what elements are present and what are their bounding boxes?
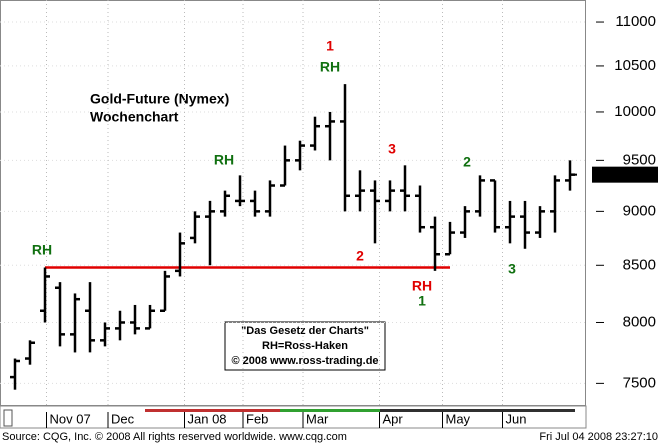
- timestamp: Fri Jul 04 2008 23:27:10: [539, 431, 658, 443]
- scroll-handle[interactable]: [3, 409, 13, 427]
- last-price-box: [592, 166, 658, 183]
- axis-band: [280, 409, 380, 412]
- annotation: 1: [418, 293, 426, 309]
- annotation: RH: [214, 152, 234, 168]
- annotation: RH: [412, 278, 432, 294]
- annotation: RH: [32, 242, 52, 258]
- x-tick-label: Mar: [306, 411, 329, 426]
- x-tick-label: Feb: [246, 411, 268, 426]
- axis-band: [380, 409, 575, 412]
- y-tick-label: 8500: [623, 256, 656, 273]
- annotation: 2: [463, 154, 471, 170]
- source: Source: CQG, Inc. © 2008 All rights rese…: [2, 431, 347, 443]
- x-tick-label: Jan 08: [188, 411, 227, 426]
- x-tick-label: Jun: [506, 411, 527, 426]
- y-tick-label: 8000: [623, 313, 656, 330]
- last-price-label: 9357: [622, 167, 655, 184]
- y-tick-label: 11000: [615, 13, 656, 30]
- chart-subtitle: Wochenchart: [90, 109, 179, 125]
- note-line: RH=Ross-Haken: [262, 340, 348, 352]
- note-line: © 2008 www.ross-trading.de: [231, 355, 378, 367]
- annotation: 2: [356, 248, 364, 264]
- annotation: 3: [508, 261, 516, 277]
- y-tick-label: 7500: [623, 374, 656, 391]
- x-tick-label: May: [446, 411, 471, 426]
- annotation: 1: [326, 38, 334, 54]
- y-tick-label: 9000: [623, 202, 656, 219]
- note-line: "Das Gesetz der Charts": [241, 325, 369, 337]
- axis-band: [145, 409, 280, 412]
- x-tick-label: Dec: [111, 411, 135, 426]
- x-tick-label: Nov 07: [50, 411, 91, 426]
- x-tick-label: Apr: [383, 411, 404, 426]
- y-tick-label: 9500: [623, 151, 656, 168]
- annotation: RH: [320, 59, 340, 75]
- y-tick-label: 10500: [614, 57, 656, 74]
- annotation: 3: [388, 141, 396, 157]
- y-tick-label: 10000: [614, 103, 656, 120]
- chart-title: Gold-Future (Nymex): [90, 91, 229, 107]
